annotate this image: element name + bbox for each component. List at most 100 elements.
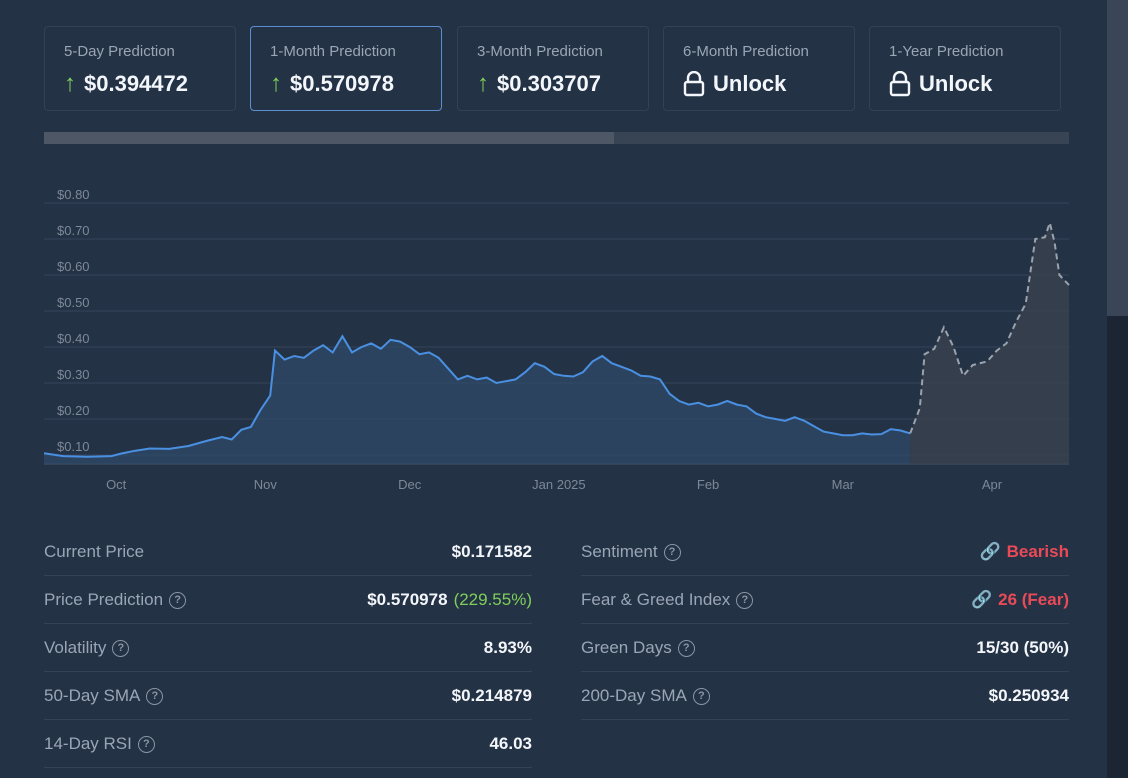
stat-label-wrap: Green Days?	[581, 638, 695, 658]
card-value-row: ↑ $0.394472	[64, 71, 188, 97]
y-tick-label: $0.20	[57, 403, 90, 418]
stat-label: 50-Day SMA	[44, 686, 141, 705]
stat-row-50-day-sma: 50-Day SMA? $0.214879	[44, 672, 532, 720]
scrollbar-thumb[interactable]	[1107, 0, 1128, 316]
stat-label: Current Price	[44, 542, 145, 561]
unlock-button[interactable]: Unlock	[919, 71, 993, 96]
stat-label-wrap: Sentiment?	[581, 542, 681, 562]
help-icon[interactable]: ?	[112, 639, 130, 657]
stat-row-price-prediction: Price Prediction? $0.570978 (229.55%)	[44, 576, 532, 624]
unlock-button[interactable]: Unlock	[713, 71, 787, 96]
y-tick-label: $0.70	[57, 223, 90, 238]
stat-label: 14-Day RSI	[44, 734, 132, 753]
stat-value: $0.214879	[451, 686, 532, 705]
x-tick-label: Apr	[982, 477, 1003, 492]
stat-row-14-day-rsi: 14-Day RSI? 46.03	[44, 720, 532, 768]
stat-value-wrap: $0.214879	[452, 686, 532, 706]
card-6-month[interactable]: 6-Month Prediction Unlock	[663, 26, 855, 111]
help-icon[interactable]: ?	[736, 591, 754, 609]
card-5-day[interactable]: 5-Day Prediction ↑ $0.394472	[44, 26, 236, 111]
y-tick-label: $0.60	[57, 259, 90, 274]
help-icon[interactable]: ?	[169, 591, 187, 609]
stats-left: Current Price $0.171582 Price Prediction…	[44, 528, 532, 768]
stat-value-wrap: 46.03	[489, 734, 532, 754]
y-tick-label: $0.80	[57, 190, 90, 202]
price-chart: $0.10 $0.20 $0.30 $0.40 $0.50 $0.60 $0.70 $0.80…	[43, 187, 1074, 500]
stat-label: Sentiment	[581, 542, 658, 561]
card-value-row: Unlock	[889, 71, 992, 97]
stat-label-wrap: 200-Day SMA?	[581, 686, 710, 706]
card-title: 6-Month Prediction	[683, 43, 809, 60]
stat-value-wrap: $0.171582	[452, 542, 532, 562]
stat-change-percent: (229.55%)	[453, 590, 532, 609]
y-tick-label: $0.30	[57, 367, 90, 382]
stat-label-wrap: Price Prediction?	[44, 590, 187, 610]
stats-right: Sentiment? 🔗 Bearish Fear & Greed Index? …	[581, 528, 1069, 720]
card-1-month[interactable]: 1-Month Prediction ↑ $0.570978	[250, 26, 442, 111]
sentiment-link[interactable]: 🔗 Bearish	[979, 542, 1069, 562]
help-icon[interactable]: ?	[663, 543, 681, 561]
stat-value: $0.171582	[451, 542, 532, 561]
card-title: 1-Month Prediction	[270, 43, 396, 60]
stat-row-sentiment: Sentiment? 🔗 Bearish	[581, 528, 1069, 576]
prediction-cards: 5-Day Prediction ↑ $0.394472 1-Month Pre…	[44, 26, 1069, 113]
stat-row-fear-greed: Fear & Greed Index? 🔗 26 (Fear)	[581, 576, 1069, 624]
card-value-row: Unlock	[683, 71, 786, 97]
stat-value-wrap: 8.93%	[484, 638, 532, 658]
stat-row-current-price: Current Price $0.171582	[44, 528, 532, 576]
card-title: 1-Year Prediction	[889, 43, 1004, 60]
y-tick-label: $0.50	[57, 295, 90, 310]
x-tick-label: Mar	[832, 477, 855, 492]
arrow-up-icon: ↑	[64, 70, 76, 97]
stat-value[interactable]: Bearish	[1006, 542, 1069, 561]
stat-label: Volatility	[44, 638, 107, 657]
stat-value[interactable]: 26 (Fear)	[998, 590, 1069, 609]
stat-value: 15/30 (50%)	[976, 638, 1069, 657]
price-history-line	[43, 334, 911, 458]
x-tick-label: Feb	[697, 477, 719, 492]
stat-label: Green Days	[581, 638, 672, 657]
stat-label-wrap: 14-Day RSI?	[44, 734, 155, 754]
stat-label-wrap: Fear & Greed Index?	[581, 590, 754, 610]
card-value: $0.394472	[84, 71, 188, 96]
stat-label: Price Prediction	[44, 590, 164, 609]
lock-icon	[889, 71, 911, 97]
card-3-month[interactable]: 3-Month Prediction ↑ $0.303707	[457, 26, 649, 111]
stat-value: $0.250934	[988, 686, 1069, 705]
x-tick-label: Dec	[398, 477, 422, 492]
card-title: 5-Day Prediction	[64, 43, 175, 60]
price-history-area	[44, 336, 911, 464]
help-icon[interactable]: ?	[692, 687, 710, 705]
y-tick-label: $0.10	[57, 439, 90, 454]
link-icon: 🔗	[979, 542, 1001, 561]
stat-row-volatility: Volatility? 8.93%	[44, 624, 532, 672]
card-title: 3-Month Prediction	[477, 43, 603, 60]
help-icon[interactable]: ?	[677, 639, 695, 657]
arrow-up-icon: ↑	[270, 70, 282, 97]
help-icon[interactable]: ?	[137, 735, 155, 753]
card-value: $0.303707	[497, 71, 601, 96]
stat-label-wrap: Volatility?	[44, 638, 130, 658]
card-1-year[interactable]: 1-Year Prediction Unlock	[869, 26, 1061, 111]
stat-label: Fear & Greed Index	[581, 590, 731, 609]
stat-value: 8.93%	[483, 638, 532, 657]
link-icon: 🔗	[970, 590, 993, 609]
price-chart-svg: $0.10 $0.20 $0.30 $0.40 $0.50 $0.60 $0.70 $0.80…	[43, 187, 1070, 492]
stat-row-200-day-sma: 200-Day SMA? $0.250934	[581, 672, 1069, 720]
x-tick-label: Jan 2025	[532, 477, 586, 492]
stat-label: 200-Day SMA	[581, 686, 687, 705]
x-tick-label: Nov	[254, 477, 278, 492]
y-tick-label: $0.40	[57, 331, 90, 346]
stat-value-wrap: 15/30 (50%)	[976, 638, 1069, 658]
progress-bar-fill	[44, 132, 614, 144]
progress-bar	[44, 132, 1069, 144]
help-icon[interactable]: ?	[146, 687, 164, 705]
price-forecast-area	[910, 222, 1069, 464]
x-tick-label: Oct	[106, 477, 127, 492]
card-value-row: ↑ $0.303707	[477, 71, 601, 97]
arrow-up-icon: ↑	[477, 70, 489, 97]
lock-icon	[683, 71, 705, 97]
card-value: $0.570978	[290, 71, 394, 96]
stat-row-green-days: Green Days? 15/30 (50%)	[581, 624, 1069, 672]
fear-greed-link[interactable]: 🔗 26 (Fear)	[971, 590, 1069, 610]
